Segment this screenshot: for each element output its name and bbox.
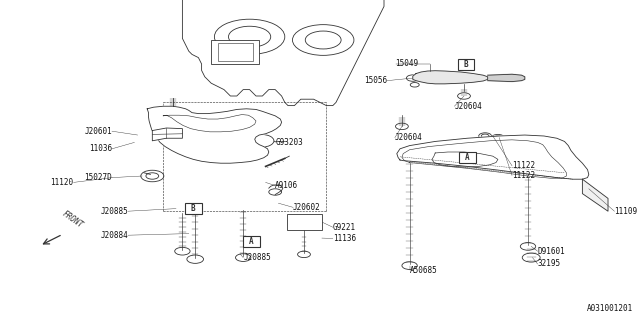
Text: A9106: A9106 [275,181,298,190]
Text: FRONT: FRONT [61,210,85,230]
Text: 15027D: 15027D [84,173,112,182]
Polygon shape [413,71,488,84]
Polygon shape [582,179,608,211]
Text: 11122: 11122 [512,171,535,180]
Text: 15049: 15049 [396,60,419,68]
Text: 11122: 11122 [512,161,535,170]
Polygon shape [397,135,589,179]
Text: J20885: J20885 [243,253,271,262]
Text: G9221: G9221 [333,223,356,232]
Text: 32195: 32195 [538,260,561,268]
Text: J20885: J20885 [100,207,128,216]
Text: J20604: J20604 [395,133,422,142]
Text: G93203: G93203 [275,138,303,147]
FancyBboxPatch shape [459,152,476,163]
Polygon shape [488,74,525,82]
Text: J20884: J20884 [100,231,128,240]
Text: 11120: 11120 [51,178,74,187]
Text: 11036: 11036 [89,144,112,153]
Bar [211,40,259,64]
Text: B: B [191,204,196,213]
Text: A031001201: A031001201 [588,304,634,313]
Text: J20604: J20604 [454,102,482,111]
Text: J20601: J20601 [84,127,112,136]
Text: 15056: 15056 [364,76,387,85]
FancyBboxPatch shape [458,59,474,70]
Text: A50685: A50685 [410,266,437,275]
FancyBboxPatch shape [185,203,202,214]
Polygon shape [152,128,182,141]
Bar [287,214,322,230]
Text: A: A [249,237,254,246]
Text: 11109: 11109 [614,207,637,216]
Text: A: A [465,153,470,162]
Polygon shape [147,106,282,163]
Text: 11136: 11136 [333,234,356,243]
FancyBboxPatch shape [243,236,260,247]
Text: D91601: D91601 [538,247,565,256]
Bar [218,43,253,61]
Text: J20602: J20602 [293,203,321,212]
Text: B: B [463,60,468,69]
